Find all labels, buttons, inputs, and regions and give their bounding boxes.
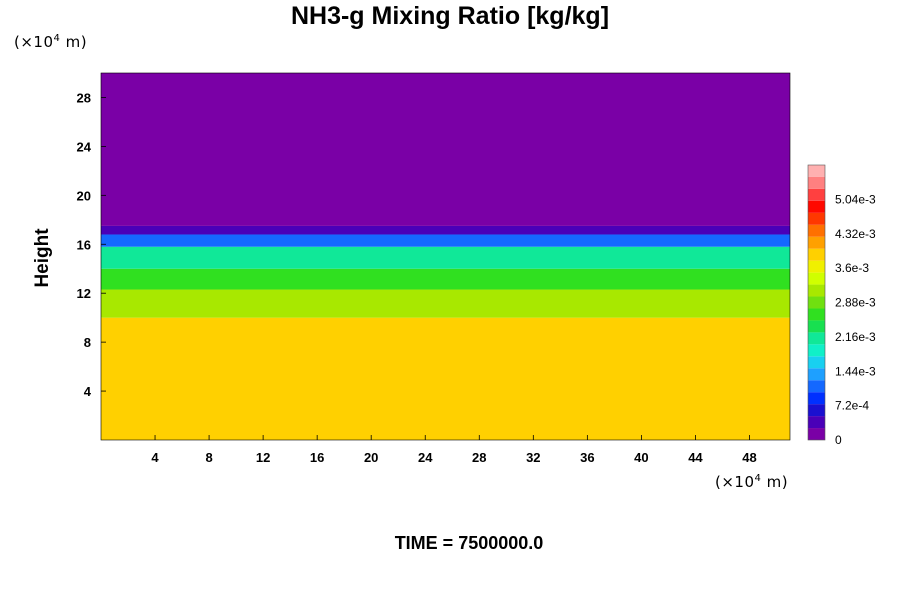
colorbar-segment [808, 368, 825, 381]
colorbar-segment [808, 344, 825, 357]
x-tick-label: 4 [151, 450, 159, 465]
y-tick-label: 16 [77, 237, 91, 252]
colorbar-segment [808, 428, 825, 440]
colorbar-segment [808, 404, 825, 417]
x-tick-label: 24 [418, 450, 433, 465]
field-region-0 [101, 317, 790, 440]
colorbar-segment [808, 380, 825, 393]
colorbar-tick-label: 3.6e-3 [835, 261, 869, 275]
x-tick-label: 20 [364, 450, 378, 465]
colorbar-tick-label: 0 [835, 433, 842, 447]
x-tick-label: 8 [205, 450, 212, 465]
y-tick-label: 20 [77, 188, 91, 203]
colorbar-segment [808, 284, 825, 297]
plot-frame [100, 72, 791, 441]
field-region-5 [101, 225, 790, 235]
y-axis-unit: (×104 m) [14, 33, 88, 51]
colorbar-tick-label: 7.2e-4 [835, 399, 869, 413]
x-tick-label: 12 [256, 450, 270, 465]
colorbar-segment [808, 212, 825, 225]
colorbar-frame [807, 164, 826, 441]
y-tick-label: 8 [84, 335, 91, 350]
colorbar-segment [808, 296, 825, 309]
colorbar-segment [808, 356, 825, 369]
field-region-4 [101, 234, 790, 247]
y-tick-label: 4 [84, 384, 92, 399]
colorbar-tick-label: 2.88e-3 [835, 296, 876, 310]
colorbar-segment [808, 236, 825, 249]
colorbar-segment [808, 392, 825, 405]
colorbar-tick-label: 1.44e-3 [835, 364, 876, 378]
colorbar-segment [808, 332, 825, 345]
x-tick-label: 32 [526, 450, 540, 465]
y-tick-label: 24 [77, 139, 92, 154]
colorbar-segment [808, 260, 825, 273]
colorbar-tick-label: 5.04e-3 [835, 192, 876, 206]
field-region-1 [101, 289, 790, 318]
x-tick-label: 36 [580, 450, 594, 465]
colorbar-segment [808, 320, 825, 333]
y-tick-label: 28 [77, 90, 91, 105]
x-axis-unit: (×104 m) [715, 473, 789, 491]
colorbar-segment [808, 416, 825, 429]
colorbar-tick-label: 4.32e-3 [835, 227, 876, 241]
colorbar-segment [808, 200, 825, 213]
colorbar-segment [808, 272, 825, 285]
colorbar-segment [808, 308, 825, 321]
x-tick-label: 16 [310, 450, 324, 465]
time-label: TIME = 7500000.0 [394, 533, 544, 553]
x-tick-label: 44 [688, 450, 703, 465]
colorbar-segment [808, 224, 825, 237]
colorbar-tick-label: 2.16e-3 [835, 330, 876, 344]
field-region-3 [101, 246, 790, 269]
y-tick-label: 12 [77, 286, 91, 301]
colorbar-segment [808, 248, 825, 261]
x-tick-label: 28 [472, 450, 486, 465]
colorbar-segment [808, 188, 825, 201]
x-tick-label: 40 [634, 450, 648, 465]
colorbar-segment [808, 176, 825, 189]
field-region-2 [101, 268, 790, 290]
x-tick-label: 48 [742, 450, 756, 465]
field-region-6 [101, 73, 790, 226]
chart-title: NH3-g Mixing Ratio [kg/kg] [290, 2, 610, 30]
colorbar-segment [808, 165, 825, 177]
